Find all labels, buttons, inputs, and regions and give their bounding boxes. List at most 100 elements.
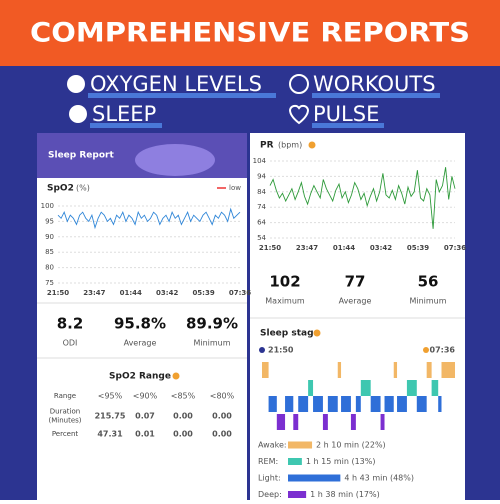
feature: OXYGEN LEVELS bbox=[90, 72, 262, 96]
sleep-icon bbox=[69, 105, 87, 123]
moon-icon bbox=[259, 347, 265, 353]
stage-segment bbox=[426, 362, 432, 378]
stage-duration: 4 h 43 min (48%) bbox=[344, 474, 414, 483]
stage-segment bbox=[393, 362, 398, 378]
y-tick-label: 90 bbox=[45, 233, 54, 241]
stat-value: 95.8% bbox=[114, 315, 166, 333]
stage-segment bbox=[406, 380, 417, 396]
y-tick-label: 84 bbox=[257, 188, 266, 196]
y-tick-label: 104 bbox=[253, 157, 267, 165]
x-tick-label: 01:44 bbox=[120, 289, 142, 297]
x-tick-label: 05:39 bbox=[407, 244, 429, 252]
stage-segment bbox=[355, 396, 361, 412]
x-tick-label: 05:39 bbox=[192, 289, 214, 297]
stage-segment bbox=[327, 396, 338, 412]
stage-segment bbox=[441, 362, 455, 378]
stat-value: 77 bbox=[345, 273, 366, 291]
stage-segment bbox=[262, 362, 269, 378]
x-tick-label: 03:42 bbox=[156, 289, 178, 297]
section-title: Sleep stage bbox=[260, 329, 320, 339]
pulse-icon bbox=[288, 104, 310, 125]
stage-segment bbox=[322, 414, 328, 430]
features: OXYGEN LEVELS WORKOUTS SLEEP PULSE bbox=[67, 72, 440, 128]
x-tick-label: 23:47 bbox=[296, 244, 318, 252]
stage-name: Light: bbox=[258, 474, 281, 483]
stage-segment bbox=[276, 414, 286, 430]
x-tick-label: 07:36 bbox=[444, 244, 466, 252]
cell: 0.00 bbox=[173, 430, 193, 439]
info-icon bbox=[308, 141, 316, 149]
stage-segment bbox=[431, 380, 439, 396]
y-tick-label: 64 bbox=[257, 219, 266, 227]
cell: 0.01 bbox=[135, 430, 155, 439]
stage-duration: 2 h 10 min (22%) bbox=[316, 441, 386, 450]
workout-icon bbox=[289, 74, 309, 94]
underline bbox=[90, 123, 162, 128]
x-tick-label: 07:36 bbox=[229, 289, 251, 297]
line bbox=[269, 167, 456, 229]
stage-name: REM: bbox=[258, 457, 278, 466]
x-tick-label: 01:44 bbox=[333, 244, 355, 252]
line bbox=[57, 207, 241, 230]
stage-segment bbox=[397, 396, 407, 412]
stage-segment bbox=[370, 396, 381, 412]
stage-segment bbox=[380, 414, 385, 430]
y-tick-label: 74 bbox=[257, 203, 266, 211]
underline bbox=[88, 93, 276, 98]
stage-segment bbox=[313, 396, 323, 412]
panel bbox=[37, 133, 247, 500]
x-tick-label: 21:50 bbox=[259, 244, 281, 252]
y-tick-label: 54 bbox=[257, 234, 266, 242]
stage-segment bbox=[350, 414, 356, 430]
stage-segment bbox=[341, 396, 351, 412]
row-label: (Minutes) bbox=[48, 417, 81, 425]
stat-value: 8.2 bbox=[57, 315, 84, 333]
start-time: 21:50 bbox=[268, 346, 294, 355]
underline bbox=[312, 123, 384, 128]
y-tick-label: 85 bbox=[45, 248, 54, 256]
stage-segment bbox=[308, 380, 314, 396]
cell: 0.07 bbox=[135, 412, 155, 421]
chart-title: SpO2 bbox=[47, 184, 74, 194]
info-icon bbox=[313, 329, 321, 337]
header-title: Sleep Report bbox=[48, 151, 114, 161]
y-tick-label: 80 bbox=[45, 264, 54, 272]
stage-segment bbox=[337, 362, 342, 378]
stat-label: ODI bbox=[63, 339, 78, 348]
stat-label: Minimum bbox=[409, 297, 446, 306]
row-label: Duration bbox=[50, 408, 80, 416]
stat-label: Average bbox=[339, 297, 372, 306]
stage-bar bbox=[288, 458, 302, 465]
cell: <80% bbox=[210, 392, 235, 401]
stage-segment bbox=[416, 396, 427, 412]
oxygen-icon bbox=[67, 75, 85, 93]
stage-segment bbox=[384, 396, 394, 412]
stage-segment bbox=[438, 396, 442, 412]
cell: 215.75 bbox=[95, 412, 126, 421]
stat-value: 102 bbox=[269, 273, 300, 291]
chart-unit: (%) bbox=[76, 184, 90, 193]
stat-label: Maximum bbox=[265, 297, 305, 306]
chart-title: PR bbox=[260, 141, 274, 151]
feature: SLEEP bbox=[92, 102, 156, 126]
stat-label: Minimum bbox=[193, 339, 230, 348]
stage-segment bbox=[360, 380, 371, 396]
y-tick-label: 75 bbox=[45, 279, 54, 287]
feature: WORKOUTS bbox=[313, 72, 436, 96]
stat-value: 56 bbox=[418, 273, 439, 291]
cell: <90% bbox=[133, 392, 158, 401]
chart-unit: (bpm) bbox=[278, 141, 302, 150]
stage-bar bbox=[288, 441, 313, 449]
y-tick-label: 94 bbox=[257, 172, 266, 180]
stage-segment bbox=[298, 396, 309, 412]
cell: 47.31 bbox=[97, 430, 123, 439]
cell: 0.00 bbox=[212, 412, 232, 421]
stage-bar bbox=[288, 491, 307, 498]
banner bbox=[0, 0, 500, 66]
x-tick-label: 03:42 bbox=[370, 244, 392, 252]
stage-bar bbox=[288, 474, 341, 482]
left-panel: Sleep Report SpO2 (%) low SpO2 Range bbox=[37, 133, 247, 500]
cell: <95% bbox=[98, 392, 123, 401]
stat-value: 89.9% bbox=[186, 315, 238, 333]
row-label: Range bbox=[54, 392, 76, 400]
